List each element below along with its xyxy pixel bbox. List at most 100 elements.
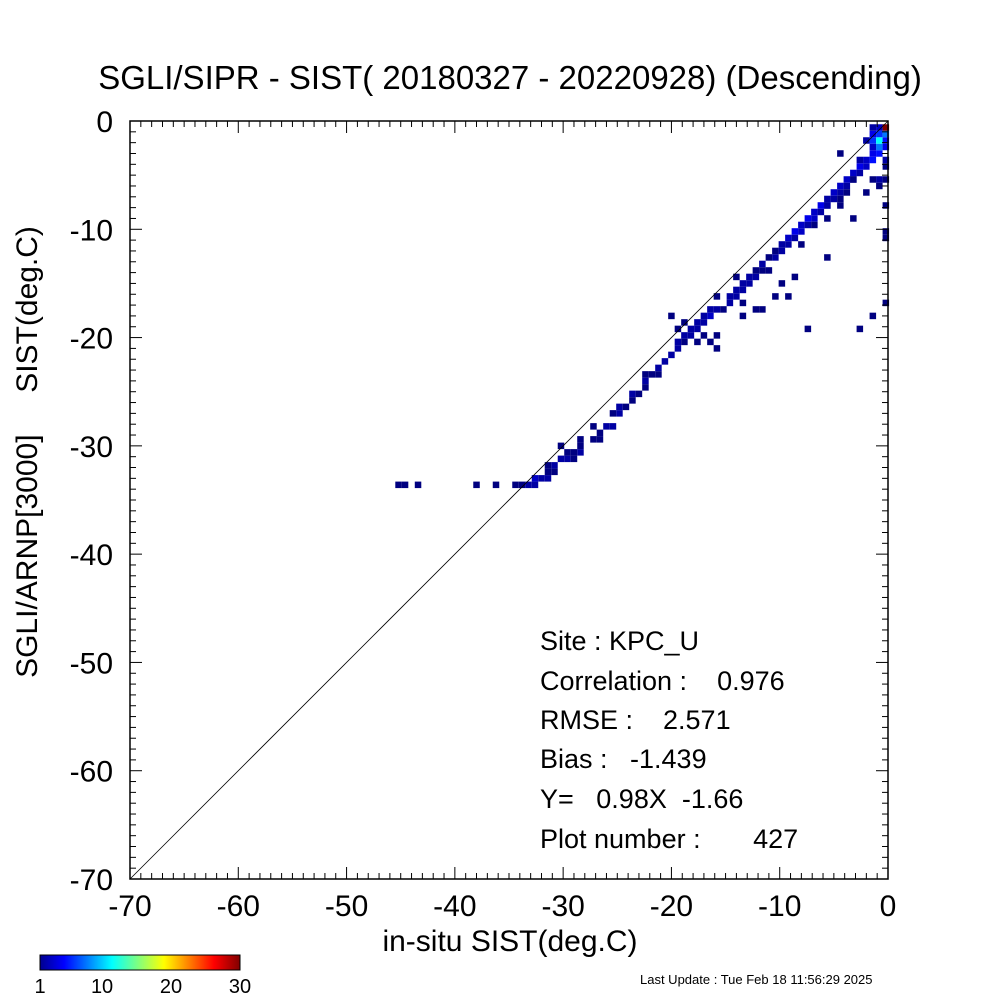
density-cell <box>473 481 480 489</box>
density-cell <box>778 247 786 255</box>
density-cell <box>681 332 688 339</box>
x-axis-label: in-situ SIST(deg.C) <box>382 925 637 958</box>
density-cell <box>863 189 870 196</box>
density-cell <box>590 436 597 443</box>
density-cells <box>395 124 890 489</box>
density-cell <box>557 442 565 450</box>
density-cell <box>882 234 890 242</box>
x-tick-label: -30 <box>541 890 584 923</box>
y-tick-labels: -70 -60 -50 -40 -30 -20 -10 0 <box>70 106 113 897</box>
density-cell <box>577 449 584 456</box>
last-update-text: Last Update : Tue Feb 18 11:56:29 2025 <box>640 972 873 987</box>
density-cell <box>824 202 831 209</box>
x-tick-labels: -70 -60 -50 -40 -30 -20 -10 0 <box>108 890 896 923</box>
density-cell <box>642 371 649 378</box>
density-cell <box>830 189 838 196</box>
density-cell <box>843 189 851 196</box>
density-cell <box>700 319 708 326</box>
density-cell <box>401 481 409 489</box>
density-cell <box>518 481 526 489</box>
density-cell <box>531 481 539 489</box>
site-text: Site : KPC_U <box>540 626 699 656</box>
one-to-one-line <box>129 120 889 880</box>
bias-text: Bias : -1.439 <box>540 744 707 774</box>
density-cell <box>596 429 604 437</box>
density-cell <box>882 163 890 170</box>
density-cell <box>882 176 890 183</box>
density-cell <box>492 481 500 489</box>
density-cell <box>772 293 779 300</box>
y-tick-label: -50 <box>70 647 113 680</box>
y-axis-label: SGLI/ARNP[3000] SIST(deg.C) <box>11 226 44 678</box>
density-cell <box>531 475 539 482</box>
density-cell <box>837 189 844 196</box>
density-cell <box>674 345 682 352</box>
density-cell <box>811 221 818 229</box>
density-cell <box>791 273 799 281</box>
y-tick-label: -10 <box>70 214 113 247</box>
density-cell <box>551 468 558 476</box>
density-cell <box>869 124 877 131</box>
density-cell <box>759 267 766 274</box>
density-cell <box>798 221 805 229</box>
density-cell <box>876 130 883 138</box>
density-cell <box>765 267 773 274</box>
density-cell <box>856 169 864 177</box>
density-cell <box>850 176 857 183</box>
density-cell <box>739 299 747 307</box>
density-cell <box>843 182 851 190</box>
density-cell <box>564 455 571 463</box>
density-cell <box>824 215 831 222</box>
density-cell <box>869 156 877 164</box>
density-cell <box>694 319 701 326</box>
density-cell <box>603 423 610 430</box>
density-cell <box>746 273 753 281</box>
y-tick-label: -60 <box>70 756 113 789</box>
density-cell <box>700 312 708 320</box>
density-cell <box>577 436 584 443</box>
density-cell <box>804 325 812 333</box>
x-tick-label: -60 <box>217 890 260 923</box>
density-cell <box>570 449 578 456</box>
density-cell <box>882 299 890 307</box>
density-cell <box>635 390 643 398</box>
density-cell <box>876 124 883 131</box>
density-cell <box>616 403 623 411</box>
density-cell <box>642 377 649 385</box>
y-tick-label: -40 <box>70 539 113 572</box>
density-cell <box>622 403 630 411</box>
density-cell <box>707 338 714 346</box>
density-cell <box>629 390 636 398</box>
chart-title: SGLI/SIPR - SIST( 20180327 - 20220928) (… <box>98 59 922 96</box>
density-cell <box>551 462 558 469</box>
fit-equation-text: Y= 0.98X -1.66 <box>540 784 743 814</box>
density-cell <box>687 325 695 333</box>
x-tick-label: 0 <box>880 890 897 923</box>
density-cell <box>713 306 721 313</box>
plot-frame <box>129 120 889 880</box>
density-cell <box>739 280 747 287</box>
density-cell <box>395 481 402 489</box>
density-cell <box>772 254 779 261</box>
density-cell <box>707 306 714 313</box>
density-cell <box>798 241 805 248</box>
density-cell <box>713 293 721 300</box>
density-cell <box>694 325 701 333</box>
density-cell <box>759 306 766 313</box>
x-tick-label: -50 <box>325 890 368 923</box>
y-tick-label: -30 <box>70 431 113 464</box>
density-cell <box>752 306 760 313</box>
colorbar-tick-label: 30 <box>229 976 251 998</box>
plot-number-text: Plot number : 427 <box>540 824 798 854</box>
density-cell <box>609 410 617 417</box>
colorbar-tick-label: 10 <box>91 976 113 998</box>
density-cell <box>544 462 552 469</box>
density-cell <box>694 338 701 346</box>
density-cell <box>869 143 877 151</box>
density-cell <box>759 260 766 268</box>
density-cell <box>863 163 870 170</box>
density-cell <box>843 176 851 183</box>
density-cell <box>837 182 844 190</box>
colorbar-tick-label: 1 <box>34 976 45 998</box>
y-tick-label: 0 <box>96 106 113 139</box>
